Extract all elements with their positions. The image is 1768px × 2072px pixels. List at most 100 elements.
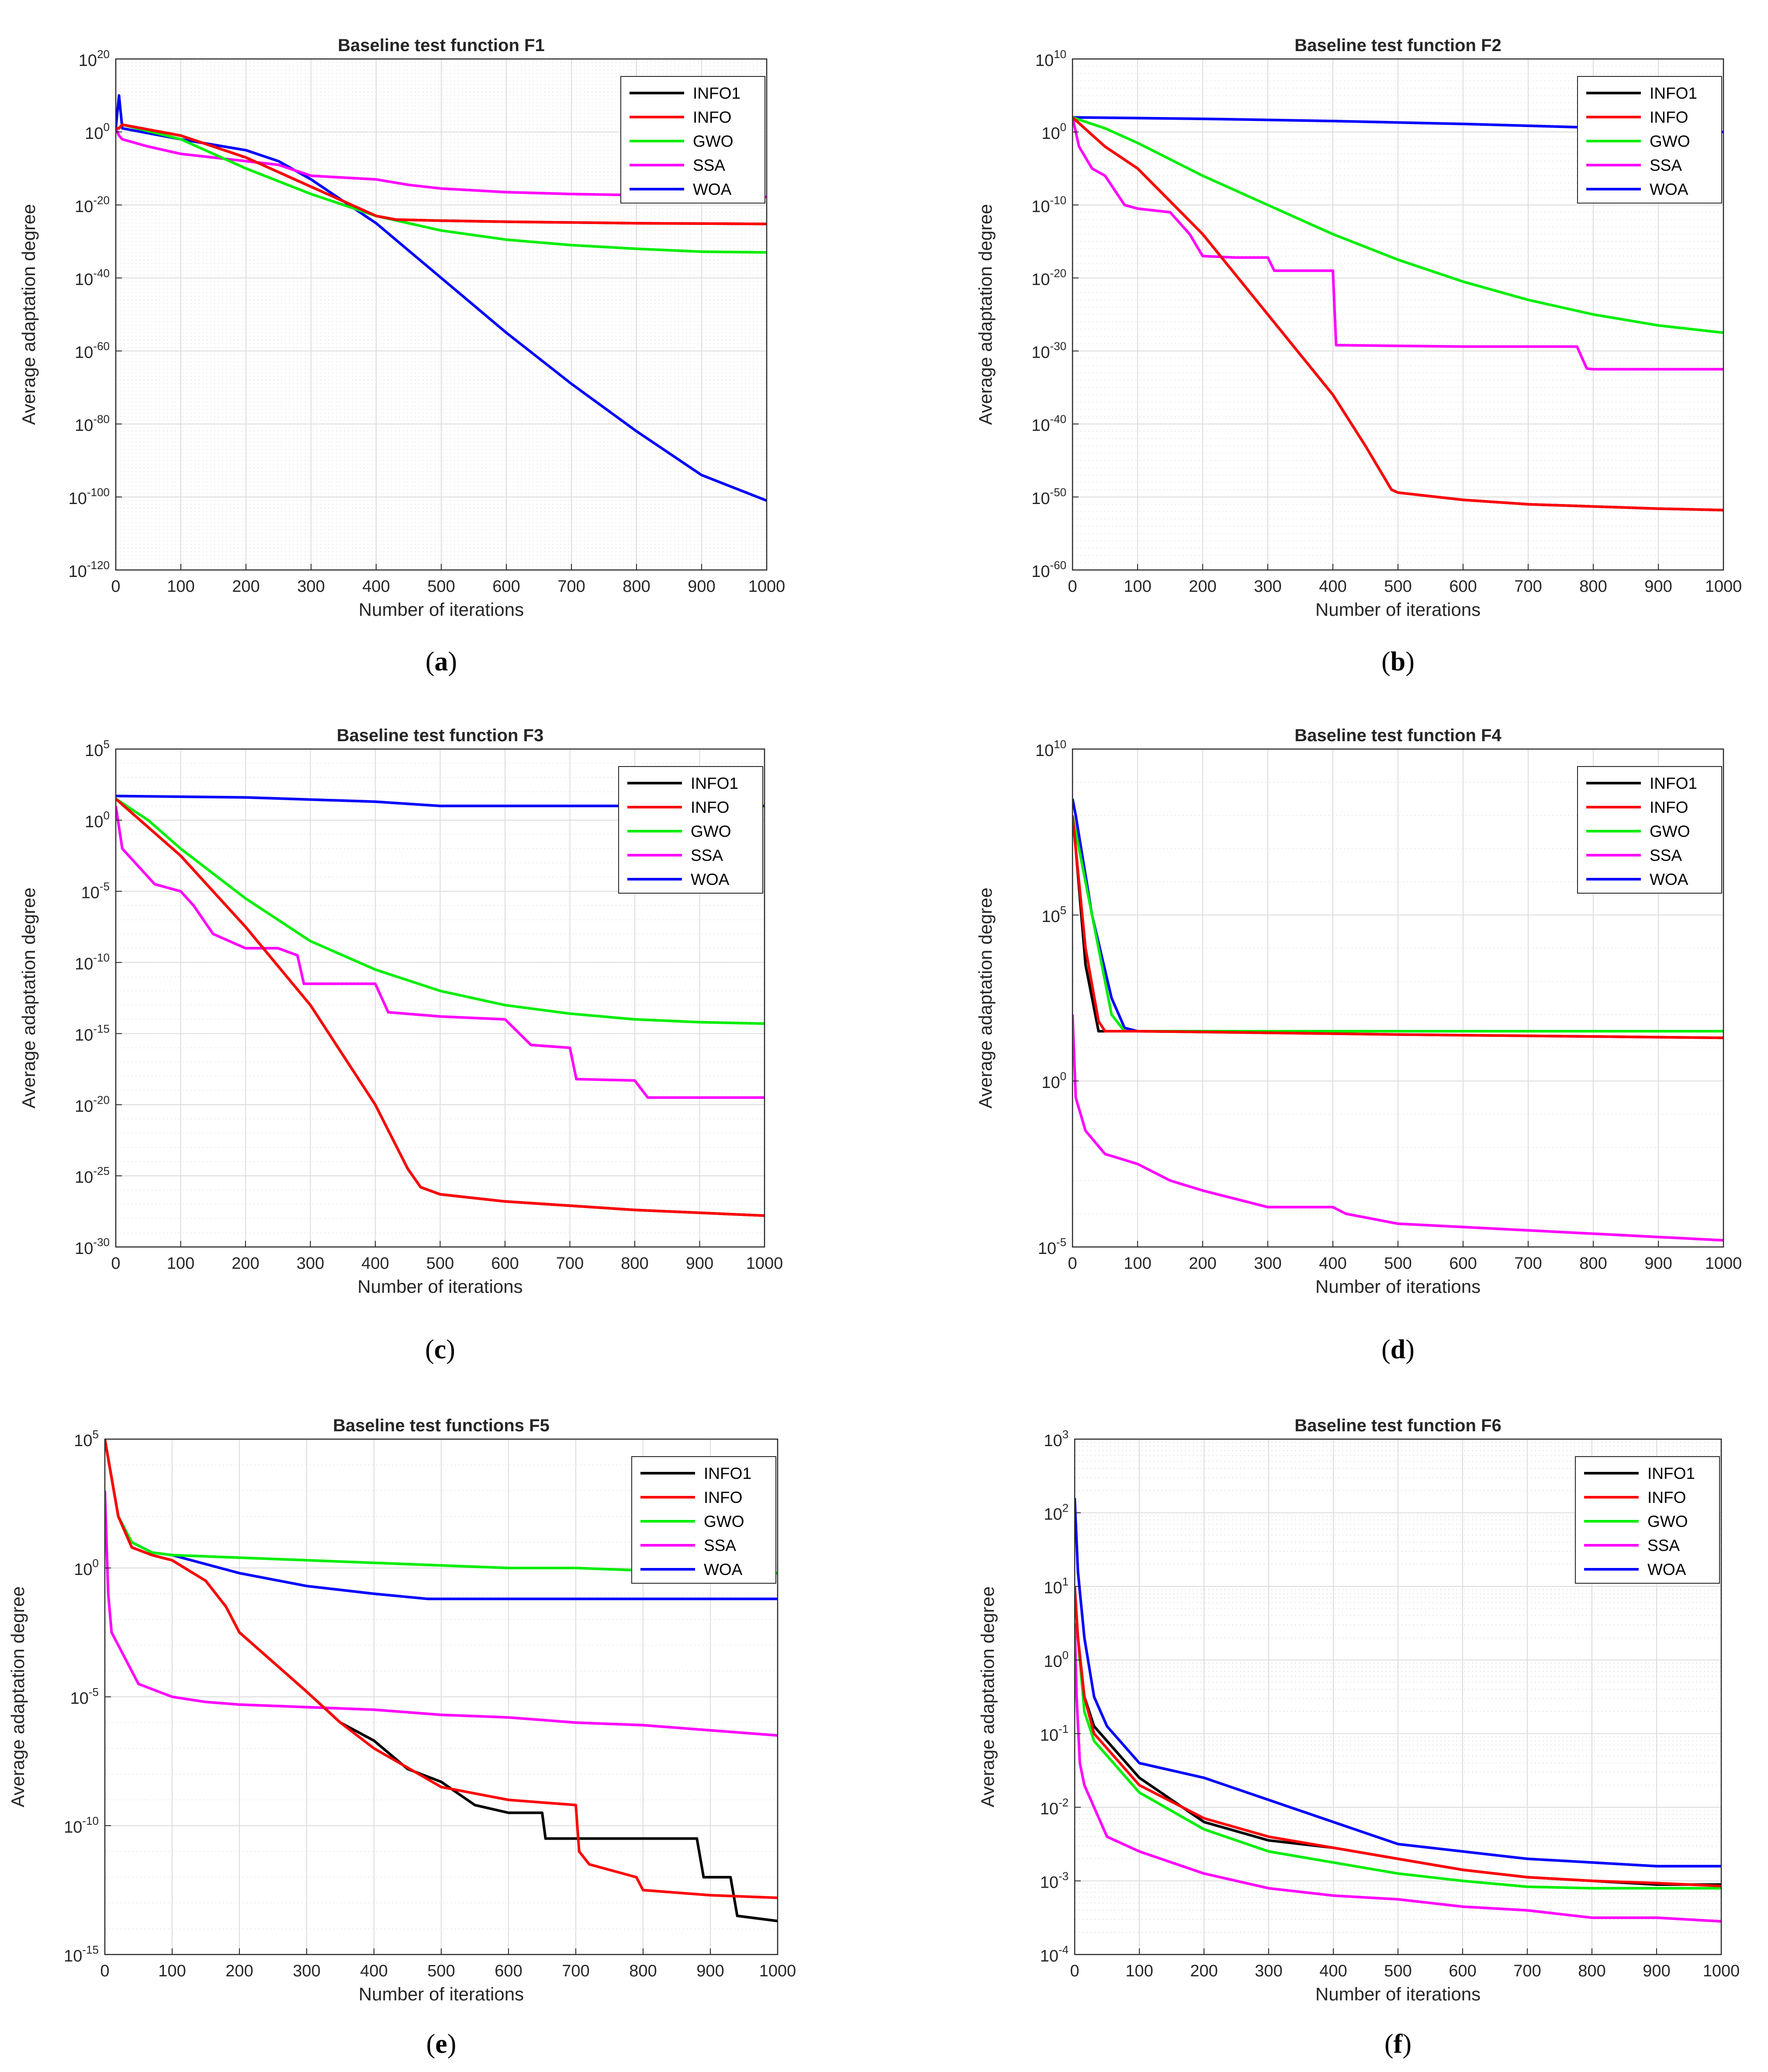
legend-label-ssa: SSA <box>693 156 725 174</box>
series-line-info <box>105 1439 778 1899</box>
series-line-woa <box>1075 1498 1721 1868</box>
legend-label-gwo: GWO <box>1647 1513 1688 1530</box>
x-tick-label: 600 <box>495 1962 522 1980</box>
x-axis-label: Number of iterations <box>1315 1276 1481 1297</box>
x-tick-label: 700 <box>1514 1254 1542 1273</box>
x-tick-label: 1000 <box>748 577 785 596</box>
legend-label-ssa: SSA <box>691 846 723 864</box>
x-tick-label: 900 <box>686 1254 713 1273</box>
series-group <box>1075 1498 1721 1923</box>
y-axis-label: Average adaptation degree <box>975 204 996 425</box>
x-tick-label: 500 <box>1384 1254 1412 1273</box>
x-tick-label: 200 <box>1189 1254 1216 1273</box>
y-tick-label: 10-20 <box>75 193 110 216</box>
y-tick-label: 102 <box>1044 1502 1069 1524</box>
legend-label-info1: INFO1 <box>1650 774 1697 792</box>
y-tick-label: 10-40 <box>75 266 110 289</box>
series-group <box>116 794 765 1217</box>
x-tick-label: 900 <box>1644 577 1672 596</box>
series-line-ssa <box>1075 1623 1721 1923</box>
legend-label-info: INFO <box>693 108 731 126</box>
y-tick-label: 10-10 <box>64 1814 99 1837</box>
y-tick-label: 10-5 <box>81 880 110 902</box>
x-tick-label: 900 <box>1643 1962 1670 1980</box>
y-axis-label: Average adaptation degree <box>18 204 39 425</box>
y-tick-label: 1010 <box>1035 48 1066 70</box>
x-tick-label: 0 <box>111 1254 120 1273</box>
x-tick-label: 400 <box>1319 577 1346 596</box>
x-axis-label: Number of iterations <box>359 599 524 620</box>
chart-title: Baseline test function F2 <box>1294 36 1501 55</box>
legend-label-info1: INFO1 <box>693 84 740 102</box>
x-tick-label: 100 <box>1125 1962 1153 1980</box>
chart-c: 0 100 200 300 400 500 600 700 800 900 1000 10-30 10-… <box>18 726 783 1364</box>
chart-title: Baseline test function F1 <box>338 36 544 55</box>
x-tick-label: 800 <box>1578 1962 1605 1980</box>
y-tick-label: 10-30 <box>75 1236 110 1258</box>
x-tick-label: 700 <box>1514 577 1542 596</box>
y-tick-label: 10-120 <box>69 559 110 581</box>
y-axis-label: Average adaptation degree <box>7 1586 28 1807</box>
x-tick-label: 800 <box>1579 577 1607 596</box>
y-tick-label: 10-20 <box>1031 266 1066 289</box>
y-tick-label: 10-15 <box>64 1943 99 1965</box>
x-tick-label: 700 <box>1513 1962 1541 1980</box>
x-tick-label: 500 <box>426 1254 454 1273</box>
x-tick-label: 400 <box>1319 1254 1346 1273</box>
legend-label-info: INFO <box>691 798 729 816</box>
y-tick-label: 10-3 <box>1040 1869 1069 1892</box>
x-tick-label: 700 <box>556 1254 584 1273</box>
legend-label-woa: WOA <box>691 870 730 888</box>
panel-caption: (c) <box>425 1335 455 1364</box>
legend: INFO1 INFO GWO SSA WOA <box>631 1456 776 1584</box>
y-tick-label: 1020 <box>79 48 110 70</box>
legend-label-info1: INFO1 <box>1647 1464 1695 1482</box>
x-tick-label: 600 <box>1449 1254 1477 1273</box>
legend: INFO1 INFO GWO SSA WOA <box>620 76 765 204</box>
y-tick-label: 10-40 <box>1031 413 1066 435</box>
series-line-gwo <box>1075 1586 1721 1890</box>
panel-caption: (f) <box>1384 2029 1412 2059</box>
legend-label-info: INFO <box>704 1488 742 1506</box>
panel-caption: (d) <box>1381 1335 1415 1364</box>
x-tick-label: 1000 <box>1703 1962 1740 1980</box>
series-line-info <box>116 798 765 1217</box>
x-tick-label: 600 <box>491 1254 519 1273</box>
legend-label-gwo: GWO <box>693 132 733 150</box>
x-tick-label: 100 <box>1124 577 1151 596</box>
x-tick-label: 600 <box>1449 577 1477 596</box>
legend-label-gwo: GWO <box>704 1513 744 1530</box>
x-tick-label: 400 <box>362 577 390 596</box>
y-tick-label: 1010 <box>1035 738 1066 760</box>
y-tick-label: 105 <box>1041 904 1066 926</box>
series-line-info <box>1073 116 1723 511</box>
y-tick-label: 10-25 <box>75 1164 110 1187</box>
legend: INFO1 INFO GWO SSA WOA <box>1577 766 1722 894</box>
y-tick-label: 10-20 <box>75 1093 110 1115</box>
x-axis-label: Number of iterations <box>357 1276 522 1297</box>
series-line-gwo <box>1073 815 1723 1033</box>
x-tick-label: 700 <box>562 1962 589 1980</box>
legend-label-info: INFO <box>1650 798 1688 816</box>
legend-label-ssa: SSA <box>1647 1537 1680 1554</box>
x-axis-label: Number of iterations <box>1315 1984 1481 2004</box>
series-line-ssa <box>1073 117 1723 371</box>
y-tick-label: 10-60 <box>1031 559 1066 581</box>
x-tick-label: 300 <box>1255 1962 1282 1980</box>
x-tick-label: 400 <box>361 1254 389 1273</box>
series-line-ssa <box>116 128 767 198</box>
x-tick-label: 1000 <box>759 1962 796 1980</box>
legend-label-ssa: SSA <box>704 1537 736 1554</box>
y-tick-label: 100 <box>1041 121 1066 143</box>
x-tick-label: 0 <box>1068 1254 1077 1273</box>
chart-e: 0 100 200 300 400 500 600 700 800 900 1000 10-15 10-… <box>7 1416 796 2059</box>
x-tick-label: 200 <box>232 577 259 596</box>
y-tick-label: 10-2 <box>1040 1796 1069 1818</box>
y-tick-label: 100 <box>1044 1649 1069 1671</box>
panel-caption: (b) <box>1381 647 1415 677</box>
x-tick-label: 500 <box>427 1962 455 1980</box>
series-line-info <box>116 123 767 225</box>
y-tick-label: 10-60 <box>75 340 110 362</box>
x-tick-label: 800 <box>629 1962 657 1980</box>
